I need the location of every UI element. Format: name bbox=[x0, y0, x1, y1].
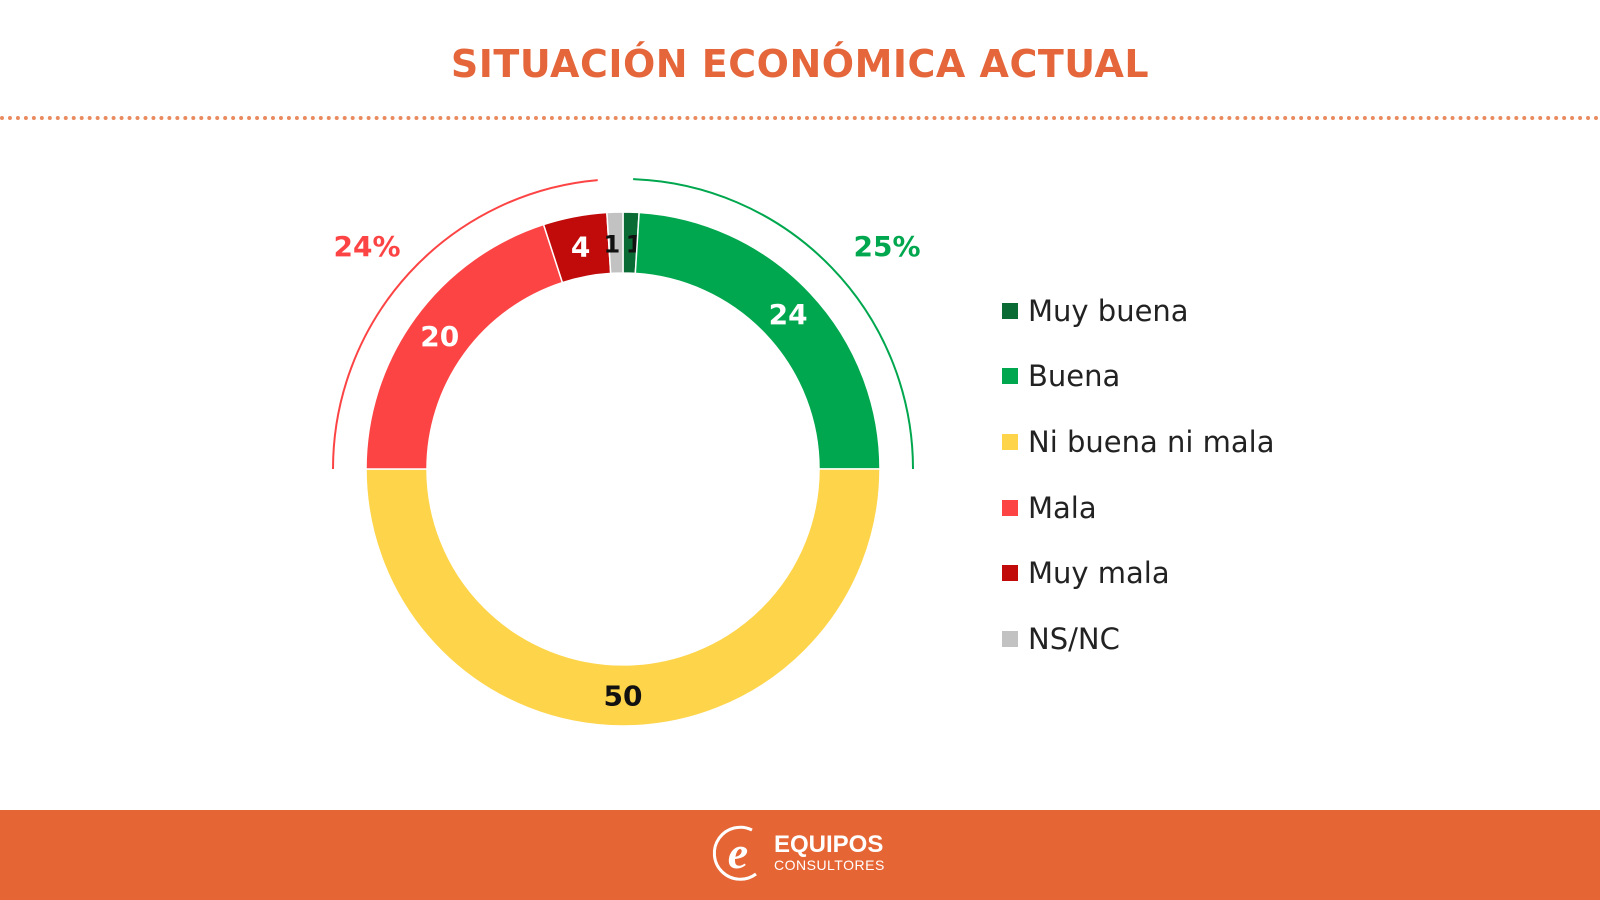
legend-label: Ni buena ni mala bbox=[1028, 424, 1275, 459]
brand-name: EQUIPOS bbox=[774, 831, 884, 858]
brand-logo: e EQUIPOS CONSULTORES bbox=[712, 824, 885, 882]
brand-subtitle: CONSULTORES bbox=[774, 857, 885, 873]
legend-label: NS/NC bbox=[1028, 621, 1120, 656]
data-label-ni-buena-ni-mala: 50 bbox=[604, 680, 643, 713]
data-label-mala: 20 bbox=[420, 320, 459, 353]
legend-swatch bbox=[1002, 433, 1018, 450]
legend-item-muy-mala: Muy mala bbox=[1002, 540, 1274, 606]
legend-swatch bbox=[1002, 565, 1018, 582]
legend-swatch bbox=[1002, 499, 1018, 516]
svg-text:e: e bbox=[728, 827, 748, 878]
group-bracket-negative bbox=[332, 179, 598, 470]
legend-label: Mala bbox=[1028, 490, 1097, 525]
data-label-buena: 24 bbox=[769, 298, 808, 331]
legend-item-muy-buena: Muy buena bbox=[1002, 278, 1274, 344]
legend-swatch bbox=[1002, 302, 1018, 319]
group-total-negative: 24% bbox=[333, 230, 400, 263]
slice-ns-nc bbox=[606, 211, 624, 275]
group-total-positive: 25% bbox=[853, 230, 920, 263]
legend-swatch bbox=[1002, 368, 1018, 385]
data-label-ns-nc: 1 bbox=[604, 231, 621, 259]
logo-e-icon: e bbox=[712, 825, 757, 881]
legend-item-mala: Mala bbox=[1002, 475, 1274, 541]
group-bracket-positive bbox=[633, 178, 914, 470]
slice-ni-buena-ni-mala bbox=[365, 468, 881, 727]
legend-item-ni-buena-ni-mala: Ni buena ni mala bbox=[1002, 409, 1274, 475]
legend-label: Muy mala bbox=[1028, 556, 1170, 591]
data-label-muy-mala: 4 bbox=[571, 231, 590, 264]
legend: Muy buena Buena Ni buena ni mala Mala Muy ma… bbox=[1002, 278, 1274, 672]
chart-title: SITUACIÓN ECONÓMICA ACTUAL bbox=[450, 42, 1150, 86]
dotted-divider bbox=[0, 116, 1600, 120]
footer-bar bbox=[0, 810, 1600, 900]
slice-buena bbox=[634, 211, 881, 470]
legend-item-ns-nc: NS/NC bbox=[1002, 606, 1274, 672]
legend-label: Muy buena bbox=[1028, 293, 1189, 328]
legend-label: Buena bbox=[1028, 359, 1121, 394]
legend-item-buena: Buena bbox=[1002, 344, 1274, 410]
legend-swatch bbox=[1002, 630, 1018, 647]
